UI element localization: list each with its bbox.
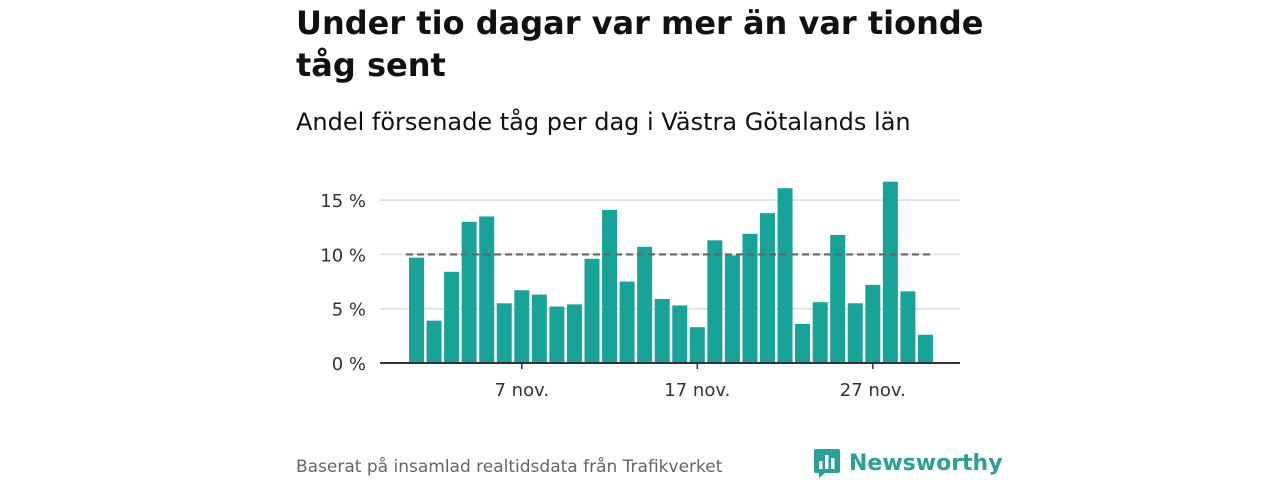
bar [917, 334, 933, 363]
bar [514, 290, 530, 363]
bar [777, 188, 793, 363]
y-tick-label: 10 % [320, 245, 366, 266]
bar [426, 320, 442, 363]
bar [830, 234, 846, 363]
bar [409, 257, 424, 363]
bar-chart: 0 % 5 % 10 % 15 % 7 nov. 17 nov. 27 nov. [320, 181, 960, 401]
chart-subtitle: Andel försenade tåg per dag i Västra Göt… [296, 108, 911, 136]
bar [742, 233, 758, 363]
bar [865, 284, 881, 363]
y-tick-label: 15 % [320, 191, 366, 212]
brand-logo: Newsworthy [813, 446, 1003, 480]
source-note: Baserat på insamlad realtidsdata från Tr… [296, 457, 723, 477]
bars [409, 181, 933, 363]
x-tick-label: 17 nov. [664, 380, 730, 401]
bar [549, 306, 565, 363]
bar [496, 303, 512, 363]
bar [812, 302, 828, 363]
bar [479, 216, 495, 363]
x-tick-label: 7 nov. [495, 380, 550, 401]
bar [795, 323, 811, 363]
bar [637, 246, 653, 363]
bar [566, 304, 582, 363]
bar [900, 291, 916, 363]
bar [689, 327, 705, 363]
chart-title: Under tio dagar var mer än var tionde tå… [296, 4, 984, 84]
bar [461, 221, 477, 363]
bar [654, 298, 670, 363]
bar [531, 294, 547, 363]
bar [444, 271, 460, 363]
bar [672, 305, 688, 363]
bar [584, 258, 600, 363]
axes: 0 % 5 % 10 % 15 % 7 nov. 17 nov. 27 nov. [320, 191, 960, 401]
bar [619, 281, 635, 363]
y-tick-label: 0 % [332, 354, 366, 375]
bar [882, 181, 898, 363]
bar [707, 240, 723, 363]
y-tick-label: 5 % [332, 300, 366, 321]
bar [760, 213, 775, 363]
newsworthy-logo-icon [814, 449, 840, 478]
bar [602, 209, 618, 363]
bar [847, 303, 863, 363]
x-tick-label: 27 nov. [840, 380, 906, 401]
brand-name: Newsworthy [849, 450, 1003, 476]
bar [724, 255, 740, 363]
